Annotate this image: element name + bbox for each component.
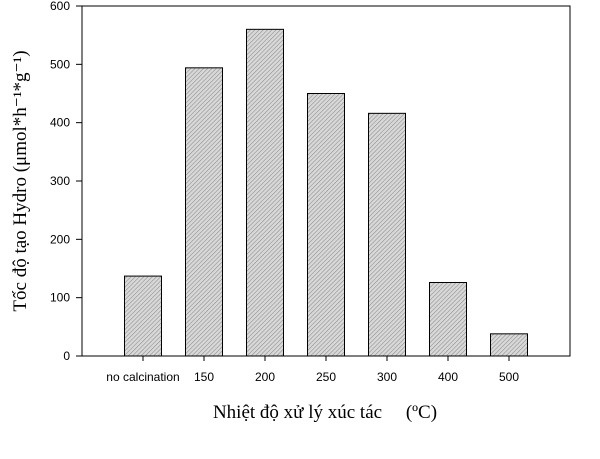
y-tick-label: 100 (50, 291, 70, 305)
x-tick-label: 250 (316, 370, 336, 384)
bar (185, 67, 223, 357)
bar (307, 93, 345, 357)
y-tick-label: 400 (50, 116, 70, 130)
bar (368, 112, 406, 357)
bar (490, 333, 528, 357)
bar (246, 28, 284, 357)
y-tick-label: 300 (50, 174, 70, 188)
x-tick-label: 200 (255, 370, 275, 384)
x-tick-label: 300 (377, 370, 397, 384)
x-tick-label: no calcination (106, 370, 179, 384)
y-tick-label: 600 (50, 0, 70, 13)
y-tick-label: 200 (50, 232, 70, 246)
bars-group (124, 28, 528, 357)
plot-frame (81, 5, 571, 357)
x-tick-label: 150 (194, 370, 214, 384)
x-axis-title: Nhiệt độ xử lý xúc tác (ºC) (213, 402, 437, 423)
y-tick-label: 0 (63, 349, 70, 363)
bar (429, 282, 467, 357)
y-tick-label: 500 (50, 57, 70, 71)
x-tick-label: 400 (438, 370, 458, 384)
bar (124, 275, 162, 357)
y-axis-title: Tốc độ tạo Hydro (μmol*h⁻¹*g⁻¹) (10, 50, 31, 311)
y-axis-ticks: 0 100 200 300 400 500 600 (50, 0, 82, 363)
x-tick-label: 500 (499, 370, 519, 384)
x-axis-ticks: no calcination 150 200 250 300 400 500 (106, 356, 519, 384)
